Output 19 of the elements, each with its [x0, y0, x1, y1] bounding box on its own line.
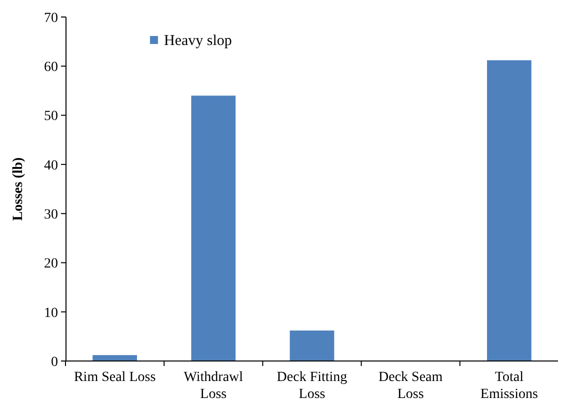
- y-axis-title: Losses (lb): [11, 156, 26, 221]
- bar: [487, 60, 532, 361]
- y-tick-label: 40: [44, 158, 58, 174]
- x-tick-label: Rim Seal Loss: [74, 370, 156, 385]
- x-tick-label: Deck Seam Loss: [378, 370, 443, 402]
- bar: [92, 355, 137, 361]
- bar: [191, 96, 236, 361]
- x-tick-label: Total Emissions: [480, 370, 538, 402]
- x-tick-label: Deck Fitting Loss: [276, 370, 348, 402]
- y-tick-label: 50: [44, 109, 58, 124]
- legend-label: Heavy slop: [164, 33, 232, 49]
- y-tick-label: 60: [44, 60, 58, 76]
- y-tick-label: 30: [44, 207, 58, 222]
- y-tick-label: 10: [44, 306, 58, 321]
- x-tick-label: Withdrawl Loss: [184, 370, 244, 402]
- bar: [290, 330, 334, 361]
- y-tick-label: 20: [44, 256, 58, 272]
- y-tick-label: 70: [44, 10, 58, 26]
- y-tick-label: 0: [51, 354, 58, 370]
